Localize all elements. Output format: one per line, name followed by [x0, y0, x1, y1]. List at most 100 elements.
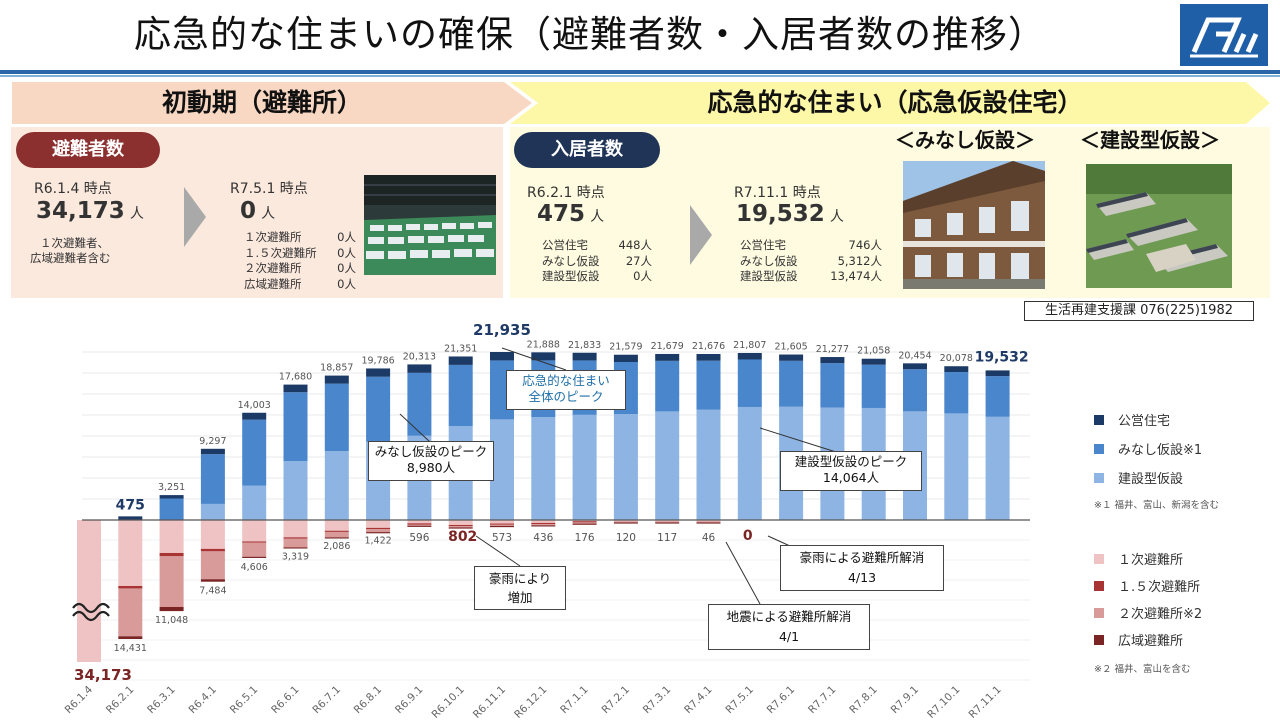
- resident-total-label: 21,579: [609, 342, 642, 353]
- resident-total-label: 20,078: [940, 353, 973, 364]
- evacuee-total-label: 7,484: [199, 586, 226, 597]
- resident-total-label: 3,251: [158, 482, 185, 493]
- bar-segment-shelter-1: [159, 552, 184, 557]
- bar-segment-shelter-1: [324, 530, 349, 532]
- bar-segment-shelter-3: [448, 527, 473, 529]
- resident-total-label: 21,277: [816, 344, 849, 355]
- callout-leader: [725, 541, 761, 605]
- breakdown-row: 建設型仮設 0人: [542, 269, 652, 285]
- resident-total-label: 21,888: [527, 339, 560, 350]
- legend-swatch: [1094, 414, 1104, 425]
- evacuee-rain-peak-label: 802: [448, 529, 477, 545]
- evacuee-total-label: 596: [409, 532, 429, 544]
- bar-segment-minashi: [407, 372, 432, 436]
- callout-line: 4/1: [778, 629, 800, 644]
- x-tick-label: R7.4.1: [682, 684, 715, 717]
- bar-segment-shelter-1: [407, 523, 432, 525]
- bar-segment-public-housing: [779, 354, 804, 361]
- bar-segment-shelter-1: [366, 527, 391, 530]
- callout-line: 4/13: [847, 570, 877, 585]
- bar-segment-public-housing: [903, 363, 927, 370]
- bar-segment-shelter-3: [531, 525, 556, 527]
- legend-item: １.５次避難所: [1094, 576, 1274, 595]
- bar-segment-kensetsu: [242, 485, 267, 520]
- breakdown-label: １次避難所: [244, 230, 302, 244]
- bar-segment-shelter-2: [283, 538, 308, 548]
- bar-segment-shelter-0: [118, 520, 143, 586]
- bar-segment-minashi: [861, 364, 886, 408]
- bar-segment-public-housing: [159, 495, 184, 499]
- bar-segment-public-housing: [613, 354, 638, 363]
- evacuee-total-label: 46: [702, 532, 716, 544]
- legend-note: ※１ 福井、富山、新潟を含む: [1094, 500, 1219, 511]
- bar-segment-shelter-1: [448, 524, 473, 527]
- bar-segment-shelter-3: [366, 532, 391, 534]
- bar-segment-shelter-1: [242, 541, 267, 543]
- evacuee-start-date: R6.1.4 時点: [34, 181, 112, 197]
- bar-segment-shelter-1: [531, 522, 556, 525]
- bar-segment-shelter-0: [490, 520, 514, 524]
- resident-start-value: 475: [537, 201, 586, 227]
- x-tick-label: R6.3.1: [145, 684, 178, 717]
- bar-segment-public-housing: [531, 352, 556, 361]
- x-tick-label: R7.6.1: [765, 684, 798, 717]
- breakdown-row: みなし仮設 27人: [542, 254, 652, 270]
- bar-segment-shelter-3: [324, 537, 349, 539]
- bar-segment-minashi: [242, 419, 267, 486]
- legend-swatch: [1094, 580, 1104, 591]
- bar-segment-shelter-2: [696, 521, 721, 523]
- bar-segment-minashi: [655, 360, 680, 412]
- bar-segment-shelter-0: [448, 520, 473, 525]
- breakdown-label: 公営住宅: [740, 238, 786, 252]
- x-tick-label: R6.2.1: [104, 684, 137, 717]
- callout-line: 建設型仮設のピーク: [794, 454, 908, 469]
- kensetsu-peak-callout: 建設型仮設のピーク 14,064人: [780, 451, 922, 491]
- x-tick-label: R7.1.1: [558, 684, 591, 717]
- resident-final-label: 19,532: [975, 349, 1029, 365]
- bar-segment-minashi: [696, 360, 721, 410]
- breakdown-value: 746人: [848, 238, 882, 252]
- bar-segment-shelter-0: [200, 520, 225, 549]
- bar-segment-shelter-3: [242, 556, 267, 558]
- bar-segment-public-housing: [490, 352, 514, 361]
- legend-swatch: [1094, 553, 1104, 564]
- contact-info: 生活再建支援課 076(225)1982: [1024, 301, 1254, 321]
- bar-segment-kensetsu: [283, 461, 308, 520]
- evacuee-end-date: R7.5.1 時点: [230, 181, 308, 197]
- callout-leader: [501, 347, 567, 371]
- breakdown-label: 公営住宅: [542, 238, 588, 252]
- evacuee-total-label: 120: [616, 532, 636, 544]
- legend-label: 広域避難所: [1118, 634, 1184, 649]
- axis-break-icon: [72, 602, 110, 614]
- bar-segment-shelter-0: [531, 520, 556, 523]
- bar-segment-shelter-3: [283, 547, 308, 549]
- chevron-right-icon: [184, 187, 206, 247]
- evacuee-total-label: 436: [533, 532, 553, 544]
- x-tick-label: R7.8.1: [847, 684, 880, 717]
- evacuee-end-unit: 人: [261, 206, 276, 222]
- evacuee-first-label: 34,173: [74, 666, 132, 684]
- minashi-housing-photo: [903, 161, 1045, 289]
- resident-start-value-group: 475 人: [537, 201, 604, 227]
- bar-segment-shelter-3: [490, 525, 514, 528]
- resident-end-breakdown: 公営住宅 746人 みなし仮設 5,312人 建設型仮設 13,474人: [740, 238, 882, 285]
- evacuee-start-value: 34,173: [36, 198, 125, 224]
- bar-segment-public-housing: [861, 358, 886, 365]
- bar-segment-shelter-2: [448, 526, 473, 528]
- evacuee-zero-label: 0: [743, 528, 753, 544]
- callout-leader: [767, 535, 791, 547]
- x-tick-label: R6.1.4: [63, 683, 96, 716]
- bar-segment-public-housing: [407, 364, 432, 373]
- x-tick-label: R6.9.1: [393, 684, 426, 717]
- bar-segment-kensetsu: [324, 451, 349, 520]
- bar-segment-shelter-3: [407, 525, 432, 527]
- resident-total-label: 21,676: [692, 341, 725, 352]
- breakdown-row: 広域避難所 0人: [244, 277, 356, 293]
- breakdown-value: 0人: [633, 269, 652, 284]
- callout-line: 地震による避難所解消: [726, 609, 852, 624]
- evacuee-start-unit: 人: [129, 206, 144, 222]
- resident-start-breakdown: 公営住宅 448人 みなし仮設 27人 建設型仮設 0人: [542, 238, 652, 285]
- legend-item: ２次避難所※2: [1094, 603, 1274, 622]
- bar-segment-shelter-2: [407, 524, 432, 526]
- bar-segment-kensetsu: [200, 503, 225, 520]
